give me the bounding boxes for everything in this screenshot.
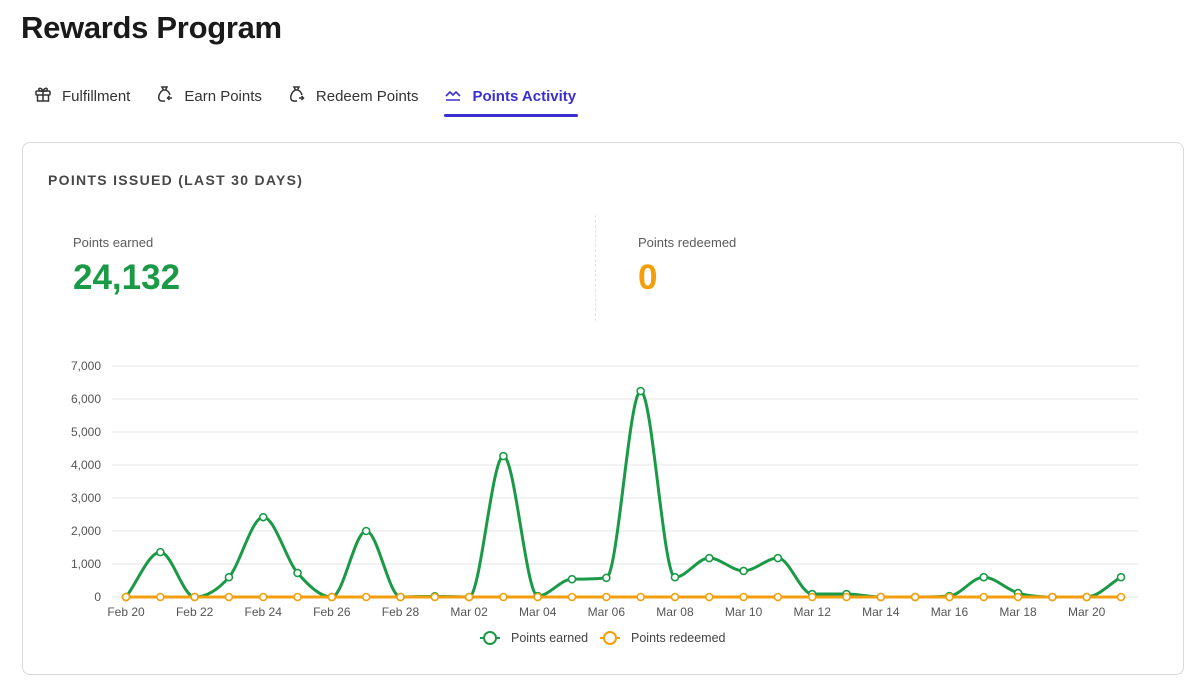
tab-bar: Fulfillment Earn Points Redeem Points Po… <box>34 84 602 117</box>
points-earned-stat: Points earned 24,132 <box>73 235 180 298</box>
stat-label: Points earned <box>73 235 154 250</box>
points-issued-card: POINTS ISSUED (LAST 30 DAYS) Points earn… <box>22 142 1184 675</box>
tab-label: Earn Points <box>184 87 262 105</box>
tab-redeem-points[interactable]: Redeem Points <box>288 84 419 108</box>
tab-points-activity[interactable]: Points Activity <box>444 84 578 117</box>
stat-value: 24,132 <box>73 258 181 297</box>
stat-divider <box>595 215 596 321</box>
money-bag-out-icon <box>288 85 306 107</box>
line-chart-icon <box>444 85 462 107</box>
tab-label: Redeem Points <box>315 87 419 105</box>
tab-label: Points Activity <box>472 87 577 105</box>
money-bag-in-icon <box>156 85 174 107</box>
stat-value: 0 <box>638 258 658 297</box>
card-title: POINTS ISSUED (LAST 30 DAYS) <box>48 172 304 188</box>
points-redeemed-stat: Points redeemed 0 <box>638 235 736 298</box>
tab-fulfillment[interactable]: Fulfillment <box>34 84 130 108</box>
gift-icon <box>34 85 52 107</box>
tab-label: Fulfillment <box>62 87 131 105</box>
tab-earn-points[interactable]: Earn Points <box>156 84 262 108</box>
page-title: Rewards Program <box>21 10 282 45</box>
stat-label: Points redeemed <box>638 235 737 250</box>
